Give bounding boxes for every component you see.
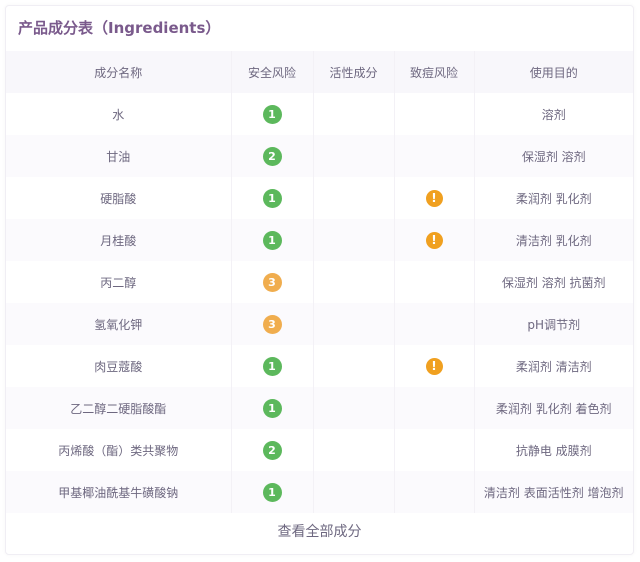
purpose: 清洁剂 乳化剂 <box>515 233 592 248</box>
ingredient-name: 甘油 <box>6 135 232 177</box>
exclamation-circle-icon: ! <box>425 189 443 207</box>
active-cell <box>313 429 395 471</box>
view-all-ingredients-link[interactable]: 查看全部成分 <box>277 524 362 540</box>
safety-risk-badge: 2 <box>262 440 282 460</box>
safety-risk-badge: 3 <box>262 272 282 292</box>
acne-cell: ! <box>394 177 475 219</box>
exclamation-circle-icon: ! <box>425 357 443 375</box>
card-title: 产品成分表（Ingredients） <box>18 19 221 37</box>
acne-cell: ! <box>394 345 475 387</box>
acne-cell <box>394 387 475 429</box>
safety-risk-badge: 1 <box>262 104 282 124</box>
safety-cell: 3 <box>231 261 314 303</box>
acne-cell <box>394 429 475 471</box>
purpose: 保湿剂 溶剂 <box>521 149 586 164</box>
table-row: 甲基椰油酰基牛磺酸钠 1 清洁剂 表面活性剂 增泡剂 <box>6 471 633 513</box>
ingredient-name: 硬脂酸 <box>6 177 232 219</box>
acne-cell: ! <box>394 219 475 261</box>
purpose: 柔润剂 乳化剂 着色剂 <box>495 401 612 416</box>
purpose: 清洁剂 表面活性剂 增泡剂 <box>483 485 624 500</box>
ingredient-name: 丙烯酸（酯）类共聚物 <box>6 429 232 471</box>
col-active: 活性成分 <box>313 51 395 93</box>
safety-risk-badge: 3 <box>262 314 282 334</box>
acne-cell <box>394 303 475 345</box>
ingredient-name: 乙二醇二硬脂酸酯 <box>6 387 232 429</box>
table-row: 氢氧化钾 3 pH调节剂 <box>6 303 633 345</box>
active-cell <box>313 93 395 135</box>
safety-risk-badge: 1 <box>262 356 282 376</box>
table-row: 月桂酸 1! 清洁剂 乳化剂 <box>6 219 633 261</box>
safety-cell: 1 <box>231 177 314 219</box>
col-name: 成分名称 <box>6 51 232 93</box>
safety-risk-badge: 1 <box>262 188 282 208</box>
safety-cell: 2 <box>231 135 314 177</box>
table-header: 成分名称 安全风险 活性成分 致痘风险 使用目的 <box>6 51 633 93</box>
active-cell <box>313 387 395 429</box>
safety-cell: 1 <box>231 93 314 135</box>
ingredients-table: 成分名称 安全风险 活性成分 致痘风险 使用目的 水 1 溶剂甘油 2 保湿剂 溶剂硬脂… <box>6 51 633 513</box>
active-cell <box>313 135 395 177</box>
safety-risk-badge: 1 <box>262 398 282 418</box>
safety-cell: 1 <box>231 471 314 513</box>
ingredient-name: 氢氧化钾 <box>6 303 232 345</box>
col-safety: 安全风险 <box>231 51 314 93</box>
acne-cell <box>394 471 475 513</box>
active-cell <box>313 177 395 219</box>
table-row: 丙二醇 3 保湿剂 溶剂 抗菌剂 <box>6 261 633 303</box>
exclamation-circle-icon: ! <box>425 231 443 249</box>
table-row: 硬脂酸 1! 柔润剂 乳化剂 <box>6 177 633 219</box>
table-row: 乙二醇二硬脂酸酯 1 柔润剂 乳化剂 着色剂 <box>6 387 633 429</box>
ingredients-card: 产品成分表（Ingredients） 成分名称 安全风险 活性成分 致痘风险 使… <box>5 5 634 555</box>
active-cell <box>313 345 395 387</box>
ingredient-name: 水 <box>6 93 232 135</box>
safety-cell: 2 <box>231 429 314 471</box>
active-cell <box>313 303 395 345</box>
active-cell <box>313 219 395 261</box>
safety-cell: 1 <box>231 345 314 387</box>
purpose: 柔润剂 清洁剂 <box>515 359 592 374</box>
col-purpose: 使用目的 <box>529 65 578 80</box>
safety-risk-badge: 1 <box>262 230 282 250</box>
table-row: 甘油 2 保湿剂 溶剂 <box>6 135 633 177</box>
table-row: 水 1 溶剂 <box>6 93 633 135</box>
safety-risk-badge: 1 <box>262 482 282 502</box>
active-cell <box>313 261 395 303</box>
purpose: pH调节剂 <box>527 317 581 332</box>
safety-risk-badge: 2 <box>262 146 282 166</box>
table-row: 肉豆蔻酸 1! 柔润剂 清洁剂 <box>6 345 633 387</box>
safety-cell: 1 <box>231 219 314 261</box>
ingredient-name: 肉豆蔻酸 <box>6 345 232 387</box>
acne-cell <box>394 135 475 177</box>
ingredient-name: 甲基椰油酰基牛磺酸钠 <box>6 471 232 513</box>
purpose: 溶剂 <box>541 107 566 122</box>
ingredient-name: 月桂酸 <box>6 219 232 261</box>
safety-cell: 1 <box>231 387 314 429</box>
purpose: 抗静电 成膜剂 <box>515 443 592 458</box>
table-row: 丙烯酸（酯）类共聚物 2 抗静电 成膜剂 <box>6 429 633 471</box>
safety-cell: 3 <box>231 303 314 345</box>
active-cell <box>313 471 395 513</box>
purpose: 柔润剂 乳化剂 <box>515 191 592 206</box>
col-acne: 致痘风险 <box>394 51 475 93</box>
purpose: 保湿剂 溶剂 抗菌剂 <box>501 275 606 290</box>
acne-cell <box>394 93 475 135</box>
ingredient-name: 丙二醇 <box>6 261 232 303</box>
acne-cell <box>394 261 475 303</box>
